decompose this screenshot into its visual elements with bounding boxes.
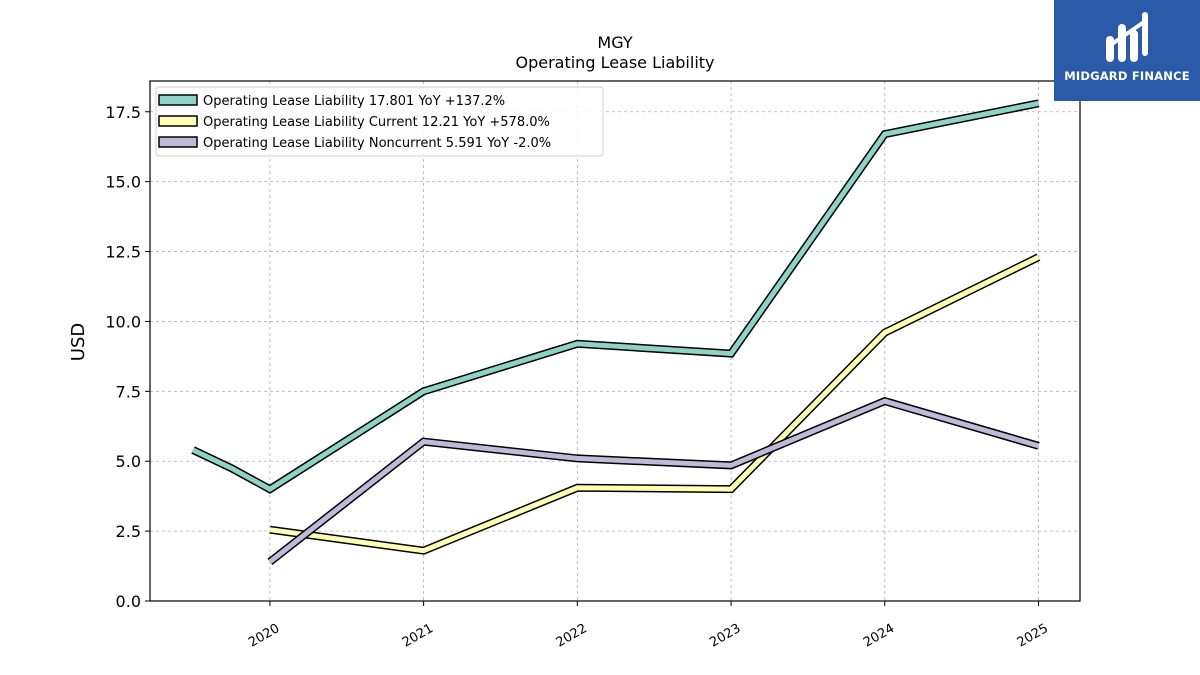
legend-label: Operating Lease Liability 17.801 YoY +13…: [203, 94, 505, 109]
series-line: [269, 254, 1040, 554]
x-tick-label: 2024: [861, 621, 897, 651]
y-axis: 0.0 2.5 5.0 7.5 10.0 12.5 15.0 17.5: [105, 103, 150, 611]
series-line-outline: [191, 99, 1040, 494]
x-tick-label: 2022: [554, 621, 590, 651]
midgard-logo-icon: [1106, 12, 1148, 62]
y-axis-label: USD: [68, 323, 89, 361]
x-tick-label: 2025: [1015, 621, 1051, 651]
x-tick-label: 2023: [707, 621, 743, 651]
logo-text: MIDGARD FINANCE: [1064, 69, 1190, 83]
series-layer: [191, 99, 1041, 566]
x-axis: 2020 2021 2022 2023 2024 2025: [246, 601, 1051, 651]
x-tick-label: 2020: [246, 621, 282, 651]
legend-label: Operating Lease Liability Noncurrent 5.5…: [203, 136, 551, 151]
y-tick-label: 7.5: [116, 382, 141, 401]
legend-swatch: [158, 115, 198, 127]
series-line-outline: [269, 253, 1041, 555]
chart-subtitle: Operating Lease Liability: [515, 53, 714, 72]
y-tick-label: 12.5: [105, 243, 141, 262]
series-line-outline: [267, 396, 1040, 566]
plot-frame: [149, 80, 1081, 602]
series-line: [268, 398, 1040, 564]
y-tick-label: 5.0: [116, 452, 141, 471]
midgard-finance-logo: MIDGARD FINANCE: [1054, 0, 1200, 101]
series-line: [191, 100, 1039, 493]
x-tick-label: 2021: [400, 621, 436, 651]
y-tick-label: 2.5: [116, 522, 141, 541]
legend-box: [155, 86, 604, 157]
legend-swatch: [158, 136, 198, 148]
y-tick-label: 17.5: [105, 103, 141, 122]
legend-swatch: [158, 94, 198, 106]
legend: Operating Lease Liability 17.801 YoY +13…: [155, 86, 604, 157]
legend-label: Operating Lease Liability Current 12.21 …: [203, 115, 550, 130]
y-tick-label: 0.0: [116, 592, 141, 611]
y-tick-label: 10.0: [105, 312, 141, 331]
chart-title: MGY: [597, 33, 632, 52]
grid-lines: [150, 81, 1080, 602]
y-tick-label: 15.0: [105, 173, 141, 192]
